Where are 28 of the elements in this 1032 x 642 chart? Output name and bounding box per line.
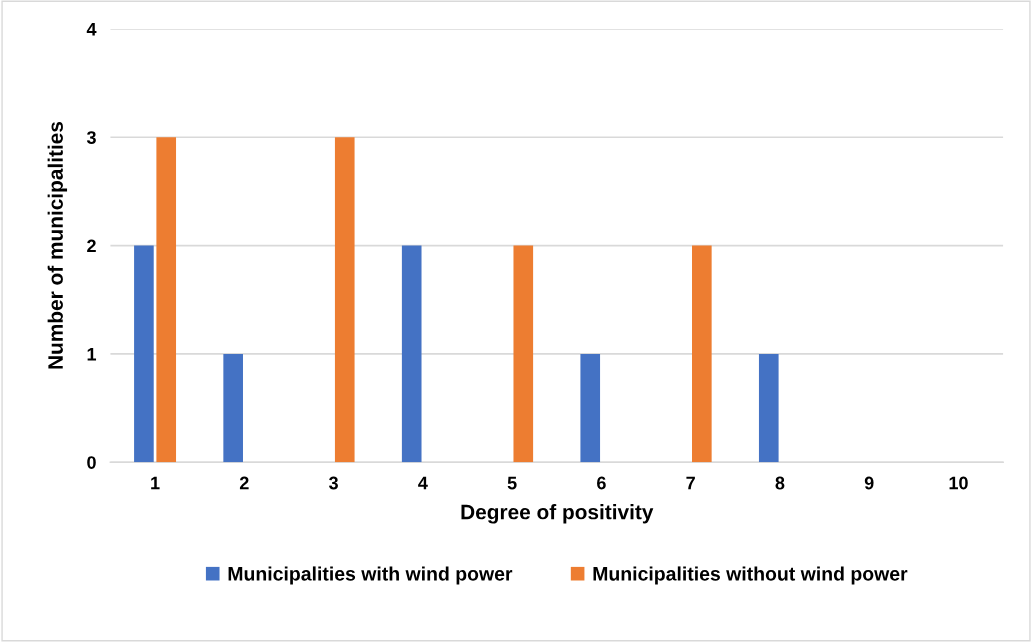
y-tick-label: 2 xyxy=(87,239,96,253)
x-tick-label: 5 xyxy=(507,476,517,490)
bar xyxy=(334,137,355,463)
bar xyxy=(692,245,712,463)
x-tick-label: 9 xyxy=(864,476,874,490)
x-tick-label: 1 xyxy=(151,476,160,490)
bar xyxy=(513,245,534,463)
y-tick-label: 1 xyxy=(87,348,97,361)
x-tick-label: 6 xyxy=(597,476,606,490)
x-tick-label: 3 xyxy=(328,476,338,490)
legend-label: Municipalities without wind power xyxy=(593,566,908,585)
bar xyxy=(580,353,601,463)
y-tick-label: 4 xyxy=(86,23,97,36)
x-tick-label: 10 xyxy=(949,476,968,490)
x-axis-title: Degree of positivity xyxy=(461,504,654,524)
x-tick-label: 7 xyxy=(686,476,695,490)
y-tick-label: 3 xyxy=(86,131,96,144)
x-tick-label: 2 xyxy=(239,476,249,490)
legend-label: Municipalities with wind power xyxy=(228,566,513,585)
x-tick-label: 4 xyxy=(418,476,428,490)
bar xyxy=(223,353,243,463)
x-tick-label: 8 xyxy=(775,476,785,490)
bar xyxy=(401,245,422,463)
bar xyxy=(134,245,154,463)
bar xyxy=(758,353,779,463)
y-axis-title: Number of municipalities xyxy=(47,121,68,369)
y-tick-label: 0 xyxy=(87,456,96,469)
bar xyxy=(156,137,177,463)
